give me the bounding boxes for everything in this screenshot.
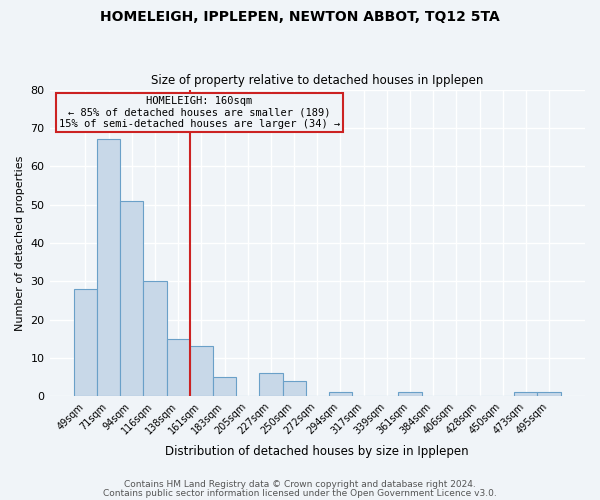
X-axis label: Distribution of detached houses by size in Ipplepen: Distribution of detached houses by size …	[166, 444, 469, 458]
Bar	[259, 374, 283, 396]
Y-axis label: Number of detached properties: Number of detached properties	[15, 155, 25, 330]
Bar	[283, 381, 305, 396]
Text: Contains HM Land Registry data © Crown copyright and database right 2024.: Contains HM Land Registry data © Crown c…	[124, 480, 476, 489]
Bar	[538, 392, 560, 396]
Text: HOMELEIGH, IPPLEPEN, NEWTON ABBOT, TQ12 5TA: HOMELEIGH, IPPLEPEN, NEWTON ABBOT, TQ12 …	[100, 10, 500, 24]
Title: Size of property relative to detached houses in Ipplepen: Size of property relative to detached ho…	[151, 74, 484, 87]
Bar	[329, 392, 352, 396]
Bar	[74, 289, 97, 397]
Bar	[213, 377, 236, 396]
Bar	[398, 392, 422, 396]
Bar	[190, 346, 213, 397]
Text: HOMELEIGH: 160sqm
← 85% of detached houses are smaller (189)
15% of semi-detache: HOMELEIGH: 160sqm ← 85% of detached hous…	[59, 96, 340, 129]
Bar	[167, 339, 190, 396]
Text: Contains public sector information licensed under the Open Government Licence v3: Contains public sector information licen…	[103, 488, 497, 498]
Bar	[143, 282, 167, 397]
Bar	[97, 140, 120, 396]
Bar	[120, 201, 143, 396]
Bar	[514, 392, 538, 396]
